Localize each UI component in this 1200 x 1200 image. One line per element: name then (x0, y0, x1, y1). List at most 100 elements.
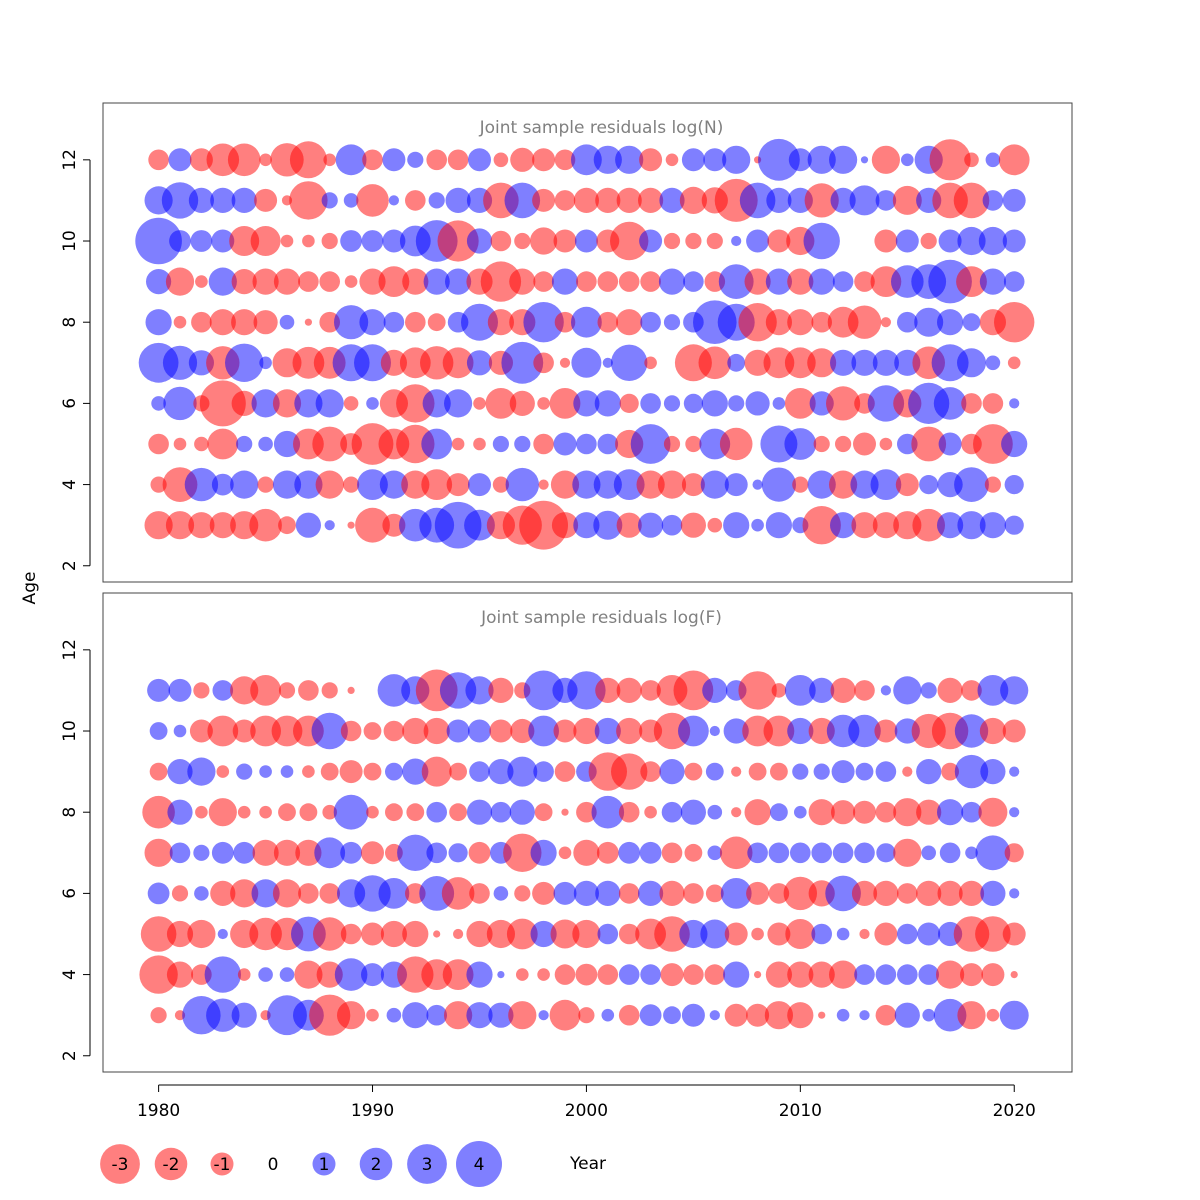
bubble-age4-year1990 (357, 469, 388, 500)
bubble-age9-year1991 (378, 266, 410, 297)
bubble-age11-year2011 (804, 183, 839, 218)
bubble-age7-year1994 (448, 843, 468, 863)
bubble-age12-year1992 (407, 151, 424, 168)
bubble-age11-year1989 (343, 193, 359, 208)
bubble-age10-year2010 (787, 717, 814, 745)
bubble-age8-year2014 (875, 801, 897, 823)
legend-label: 1 (319, 1155, 330, 1175)
bubble-age5-year1993 (421, 428, 453, 460)
bubble-age6-year2001 (595, 880, 621, 907)
bubble-age10-year1994 (446, 719, 470, 743)
bubble-age11-year2014 (875, 190, 897, 211)
bubble-age8-year1991 (383, 311, 405, 333)
bubble-age6-year2017 (933, 387, 967, 420)
bubble-age7-year1993 (420, 346, 454, 380)
bubble-age6-year2020 (1009, 398, 1020, 409)
bubble-age10-year1995 (468, 719, 491, 743)
bubble-age3-year2016 (922, 1008, 935, 1022)
bubble-age4-year1990 (361, 963, 384, 987)
bubble-age10-year2011 (803, 222, 840, 260)
y-tick-label: 12 (60, 149, 80, 171)
bubble-age12-year1998 (532, 148, 556, 172)
bubble-age3-year1996 (488, 1002, 514, 1028)
x-axis-label: Year (569, 1154, 606, 1174)
bubble-age8-year2002 (618, 801, 640, 823)
bubble-age11-year2003 (638, 187, 664, 213)
bubble-age8-year1989 (334, 305, 369, 340)
bubble-age11-year2015 (892, 185, 922, 215)
y-tick-label: 4 (60, 969, 80, 980)
bubble-age10-year2002 (616, 717, 643, 745)
bubble-age5-year1998 (530, 920, 557, 948)
bubble-age4-year1995 (468, 473, 491, 497)
bubble-age7-year1998 (533, 352, 554, 374)
bubble-age6-year1988 (315, 389, 344, 418)
bubble-age5-year2007 (724, 922, 748, 946)
bubble-age10-year2000 (574, 229, 598, 253)
bubble-age10-year1997 (514, 232, 531, 250)
bubble-age12-year2020 (998, 144, 1030, 176)
bubble-age9-year2010 (792, 763, 809, 780)
bubble-age4-year1985 (258, 967, 273, 982)
bubble-age7-year1985 (252, 839, 279, 866)
bubble-age6-year1999 (553, 881, 577, 905)
bubble-age8-year2018 (961, 801, 982, 823)
bubble-age8-year2015 (893, 798, 922, 827)
bubble-age12-year2011 (807, 145, 836, 174)
bubble-age8-year1993 (426, 801, 448, 823)
bubble-age6-year2000 (573, 880, 600, 907)
bubble-age11-year2013 (854, 680, 875, 701)
bubble-age8-year2005 (680, 799, 707, 825)
bubble-age3-year2001 (601, 1008, 615, 1022)
bubble-age5-year2002 (618, 923, 640, 945)
bubble-age11-year1999 (554, 190, 576, 211)
bubble-age6-year2003 (640, 393, 661, 414)
bubble-age7-year2019 (975, 835, 1011, 871)
bubble-age8-year1981 (167, 799, 193, 825)
y-axis-panel-2: 2 4 6 8 10 12 (60, 639, 91, 1061)
bubble-age8-year2009 (765, 309, 793, 336)
bubble-age4-year2010 (787, 961, 814, 988)
bubble-age7-year2003 (639, 841, 662, 864)
bubble-age9-year1999 (554, 761, 576, 782)
bubble-age12-year1991 (382, 148, 406, 172)
bubble-age10-year1987 (302, 234, 315, 248)
bubble-age9-year2012 (831, 760, 855, 784)
bubble-age8-year2009 (770, 803, 788, 822)
bubble-age3-year2020 (999, 1000, 1029, 1030)
bubble-age4-year2005 (681, 473, 705, 497)
bubble-age7-year2011 (807, 348, 837, 378)
bubble-age6-year1998 (537, 397, 550, 410)
legend-label: -3 (112, 1155, 129, 1175)
bubble-age5-year1982 (187, 919, 216, 949)
bubble-age4-year2000 (572, 470, 601, 499)
bubble-age7-year1999 (559, 357, 571, 368)
bubble-age9-year1983 (216, 765, 230, 778)
bubble-age7-year2020 (1004, 843, 1024, 863)
bubble-age11-year1998 (523, 670, 564, 711)
bubble-age7-year2014 (876, 843, 896, 863)
bubble-age3-year2016 (912, 508, 945, 542)
panels-layer: Joint sample residuals log(N)24681012Joi… (60, 102, 1073, 1073)
bubble-age8-year2015 (897, 311, 918, 333)
bubble-age5-year2016 (917, 922, 941, 946)
bubble-age3-year2000 (578, 1007, 595, 1024)
bubble-age9-year2020 (1003, 271, 1025, 292)
bubble-age7-year2017 (931, 344, 969, 382)
legend-bubble (100, 1144, 140, 1184)
bubble-age9-year2000 (576, 271, 597, 292)
bubbles-panel-1 (135, 138, 1035, 550)
bubble-age10-year2019 (979, 717, 1007, 745)
bubble-age11-year2008 (739, 182, 776, 219)
bubble-age9-year1994 (445, 268, 472, 295)
bubble-age6-year1987 (294, 389, 323, 418)
bubble-age5-year1988 (312, 426, 348, 462)
bubble-age7-year1991 (380, 349, 407, 376)
bubble-age10-year1996 (489, 719, 513, 743)
bubble-age9-year2009 (765, 268, 793, 295)
y-tick-label: 12 (60, 639, 80, 661)
bubble-age4-year2015 (897, 964, 918, 985)
bubble-age12-year1981 (168, 148, 192, 172)
bubble-age3-year1981 (165, 511, 195, 540)
bubble-age4-year2020 (1010, 971, 1018, 979)
